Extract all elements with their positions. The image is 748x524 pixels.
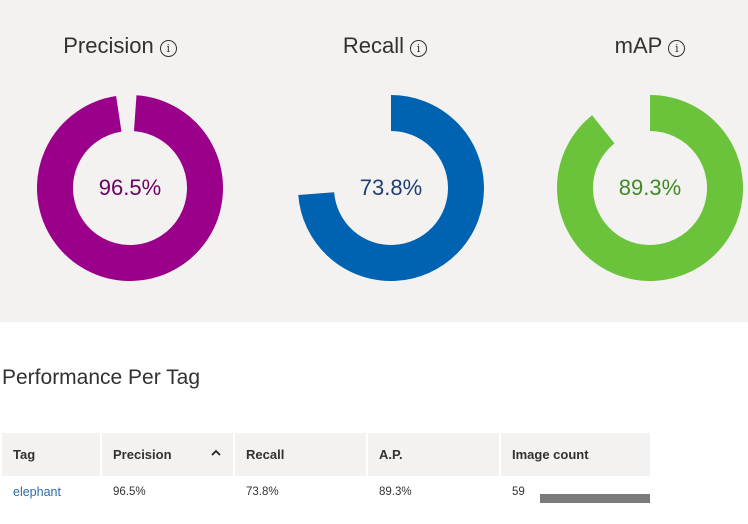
- row-recall: 73.8%: [246, 486, 279, 498]
- column-divider: [366, 433, 368, 476]
- precision-info-icon[interactable]: i: [159, 39, 177, 57]
- precision-metric: Precision i 96.5%: [0, 0, 240, 322]
- map-metric: mAP i 89.3%: [530, 0, 748, 322]
- sort-ascending-icon[interactable]: [211, 448, 221, 458]
- map-title: mAP: [614, 33, 663, 58]
- map-donut-arc: [557, 95, 743, 281]
- column-header-tag[interactable]: Tag: [13, 447, 36, 462]
- precision-value: 96.5%: [98, 175, 162, 200]
- precision-donut: [37, 95, 223, 281]
- tag-link[interactable]: elephant: [13, 485, 61, 499]
- precision-title: Precision: [63, 33, 154, 58]
- map-info-icon[interactable]: i: [668, 39, 686, 57]
- column-divider: [233, 433, 235, 476]
- table-header: Tag Precision Recall A.P. Image count: [2, 433, 650, 476]
- recall-title: Recall: [342, 33, 405, 58]
- table-row: elephant 96.5% 73.8% 89.3% 59: [2, 476, 650, 508]
- recall-donut: [298, 95, 484, 281]
- column-header-precision-label: Precision: [113, 447, 172, 462]
- column-header-precision[interactable]: Precision: [102, 433, 233, 476]
- map-value: 89.3%: [618, 175, 682, 200]
- column-divider: [499, 433, 501, 476]
- metrics-panel: Precision i 96.5% Recall i 73.8% mAP i 8…: [0, 0, 748, 322]
- column-divider: [100, 433, 102, 476]
- performance-per-tag-title: Performance Per Tag: [2, 366, 201, 389]
- row-ap: 89.3%: [379, 486, 412, 498]
- row-image-count: 59: [512, 486, 525, 498]
- column-header-recall[interactable]: Recall: [246, 447, 285, 462]
- precision-donut-arc: [37, 95, 223, 281]
- recall-metric: Recall i 73.8%: [265, 0, 505, 322]
- image-count-bar: [540, 494, 650, 503]
- column-header-image-count[interactable]: Image count: [512, 447, 589, 462]
- recall-donut-arc: [298, 95, 484, 281]
- recall-value: 73.8%: [359, 175, 423, 200]
- column-header-ap[interactable]: A.P.: [379, 447, 403, 462]
- recall-info-icon[interactable]: i: [410, 39, 428, 57]
- map-donut: [557, 95, 743, 281]
- row-precision: 96.5%: [113, 486, 146, 498]
- performance-table: Tag Precision Recall A.P. Image count el…: [2, 433, 650, 508]
